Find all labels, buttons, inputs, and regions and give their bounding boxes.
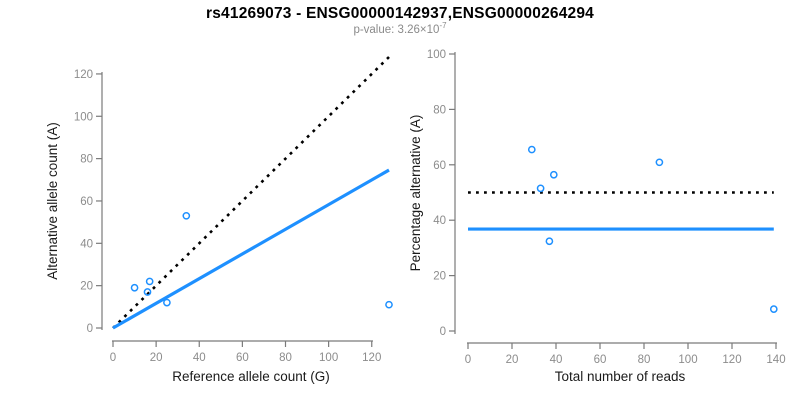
x-tick-label: 140 [766, 354, 785, 366]
x-tick-label: 40 [550, 354, 563, 366]
x-tick-label: 120 [362, 352, 381, 364]
x-tick-label: 20 [506, 354, 519, 366]
x-tick-label: 80 [279, 352, 292, 364]
data-point [549, 170, 558, 179]
x-axis-title: Reference allele count (G) [172, 369, 330, 384]
y-tick-label: 100 [74, 111, 93, 123]
y-tick-label: 120 [74, 69, 93, 81]
figure-subtitle: p-value: 3.26×10-7 [0, 21, 800, 36]
figure-title: rs41269073 - ENSG00000142937,ENSG0000026… [206, 5, 594, 22]
y-axis-title: Percentage alternative (A) [408, 115, 423, 272]
y-tick-label: 60 [80, 196, 93, 208]
data-point [769, 305, 778, 313]
p-value-exponent: -7 [439, 21, 447, 31]
x-tick-label: 0 [110, 352, 116, 364]
x-axis-title: Total number of reads [555, 369, 686, 384]
data-point [655, 158, 664, 167]
y-tick-label: 80 [80, 154, 93, 166]
x-tick-label: 100 [319, 352, 338, 364]
data-point [163, 298, 171, 307]
x-tick-label: 100 [678, 354, 697, 366]
x-tick-label: 0 [465, 354, 471, 366]
y-tick-label: 40 [80, 238, 93, 250]
x-tick-label: 60 [236, 352, 249, 364]
data-point [130, 283, 139, 292]
y-tick-label: 40 [433, 215, 446, 227]
regression-line [112, 168, 390, 330]
x-tick-label: 20 [150, 352, 163, 364]
x-tick-label: 80 [638, 354, 651, 366]
percentage-alternative-plot: 0 20 40 60 80 100 120 140 0 20 40 60 80 100 Total numb… [408, 49, 786, 384]
p-value-text: p-value: 3.26×10 [353, 24, 440, 36]
data-point [143, 288, 152, 296]
x-tick-label: 60 [594, 354, 607, 366]
x-tick-label: 40 [193, 352, 206, 364]
y-tick-label: 60 [433, 160, 446, 172]
y-axis-title: Alternative allele count (A) [45, 122, 60, 280]
y-tick-label: 100 [427, 49, 446, 61]
y-tick-label: 20 [433, 271, 446, 283]
data-point [545, 237, 554, 246]
y-tick-label: 80 [433, 104, 446, 116]
data-point [385, 300, 393, 309]
y-tick-label: 0 [87, 323, 93, 335]
data-point [536, 184, 545, 193]
data-point [527, 145, 536, 154]
allele-count-plot: 0 20 40 60 80 100 120 0 20 40 60 80 100 120 Reference … [45, 56, 393, 384]
y-tick-label: 20 [80, 281, 93, 293]
data-point [145, 277, 154, 286]
data-point [182, 211, 191, 220]
y-tick-label: 0 [440, 326, 446, 338]
identity-line [112, 56, 390, 329]
x-tick-label: 120 [722, 354, 741, 366]
